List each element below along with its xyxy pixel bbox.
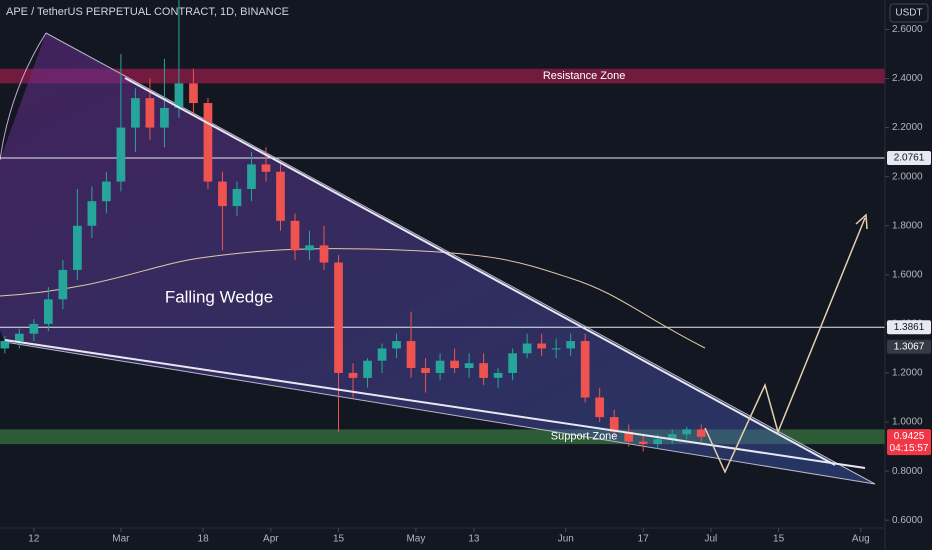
y-tick-label: 1.6000 <box>892 269 923 280</box>
y-tick-label: 1.2000 <box>892 368 923 379</box>
x-tick-label: Jul <box>705 534 718 545</box>
candle-body <box>116 127 126 182</box>
candle-body <box>14 333 24 342</box>
x-tick-label: 15 <box>773 534 785 545</box>
candle-body <box>261 164 271 172</box>
price-tag <box>887 339 931 354</box>
x-tick-label: 13 <box>468 534 480 545</box>
currency-button[interactable] <box>889 3 929 23</box>
candle-body <box>537 343 546 349</box>
candle-body <box>218 181 227 207</box>
y-tick-label: 2.6000 <box>892 24 923 35</box>
candle-body <box>29 323 39 334</box>
candle-body <box>566 341 576 349</box>
wedge-outline <box>45 32 876 485</box>
candle-body <box>406 341 416 369</box>
y-tick-label: 0.8000 <box>892 466 923 477</box>
candle-body <box>348 372 358 378</box>
level-tag-label: 1.3861 <box>894 322 925 333</box>
candle-body <box>290 220 300 251</box>
candle-body <box>653 439 663 445</box>
x-tick-label: Aug <box>852 534 870 545</box>
candle-body <box>305 245 314 251</box>
level-tag-label: 2.0761 <box>894 153 925 164</box>
symbol-title: APE / TetherUS PERPETUAL CONTRACT, 1D, B… <box>6 6 289 18</box>
candle-body <box>377 348 387 361</box>
wedge-lower-line <box>4 339 866 469</box>
price-tag <box>887 429 931 456</box>
y-tick-label: 2.0000 <box>892 171 923 182</box>
x-tick-label: 17 <box>638 534 650 545</box>
candle-body <box>160 107 169 128</box>
zone <box>0 68 885 84</box>
candle-body <box>87 201 97 226</box>
level-tag <box>887 320 931 335</box>
candle-body <box>464 363 474 369</box>
candle-body <box>392 341 401 349</box>
wedge-upper-line <box>124 77 836 466</box>
candle-body <box>479 363 488 378</box>
candle-body <box>493 372 503 378</box>
zone-label: Resistance Zone <box>543 70 626 82</box>
candle-body <box>667 434 677 440</box>
x-tick-label: Jun <box>558 534 574 545</box>
candle-body <box>508 353 517 373</box>
candle-body <box>551 348 561 350</box>
y-tick-label: 2.4000 <box>892 73 923 84</box>
x-tick-label: 15 <box>333 534 345 545</box>
y-tick-label: 2.2000 <box>892 122 923 133</box>
x-tick-label: May <box>406 534 425 545</box>
x-tick-label: 12 <box>28 534 40 545</box>
candle-body <box>609 417 619 432</box>
moving-average <box>0 248 706 349</box>
candle-body <box>696 429 706 437</box>
candle-body <box>682 429 692 435</box>
price-tag-label: 0.9425 <box>894 431 925 442</box>
candle-body <box>319 245 329 263</box>
candle-body <box>638 441 648 445</box>
candle-body <box>580 341 590 398</box>
y-tick-label: 0.6000 <box>892 515 923 526</box>
x-tick-label: Mar <box>112 534 130 545</box>
candle-body <box>174 83 184 108</box>
projection-path <box>704 217 866 474</box>
candle-body <box>44 299 53 324</box>
currency-label[interactable]: USDT <box>895 8 922 19</box>
candle-body <box>58 269 68 300</box>
candle-body <box>334 262 343 373</box>
candle-body <box>131 98 140 128</box>
candle-body <box>450 360 459 369</box>
zone-label: Support Zone <box>551 431 618 443</box>
candle-body <box>595 397 605 418</box>
y-tick-label: 1.0000 <box>892 417 923 428</box>
candle-body <box>189 83 198 104</box>
x-tick-label: Apr <box>263 534 279 545</box>
candle-body <box>624 431 634 442</box>
candle-body <box>102 181 111 202</box>
candle-body <box>145 98 155 128</box>
level-tag <box>887 150 931 165</box>
candle-body <box>435 360 445 373</box>
y-tick-label: 1.8000 <box>892 220 923 231</box>
candle-body <box>522 343 532 354</box>
pattern-label: Falling Wedge <box>165 287 273 306</box>
candle-body <box>363 360 372 378</box>
candle-body <box>232 188 242 207</box>
candle-body <box>276 171 285 221</box>
projection-arrow <box>855 213 868 230</box>
candle-body <box>73 225 82 270</box>
countdown: 04:15:57 <box>890 443 929 454</box>
price-tag-label: 1.3067 <box>894 341 925 352</box>
candle-body <box>0 341 10 349</box>
candle-body <box>247 164 256 189</box>
candle-body <box>421 368 430 373</box>
candle-body <box>203 103 213 182</box>
x-tick-label: 18 <box>198 534 210 545</box>
wedge-edge <box>0 32 47 161</box>
